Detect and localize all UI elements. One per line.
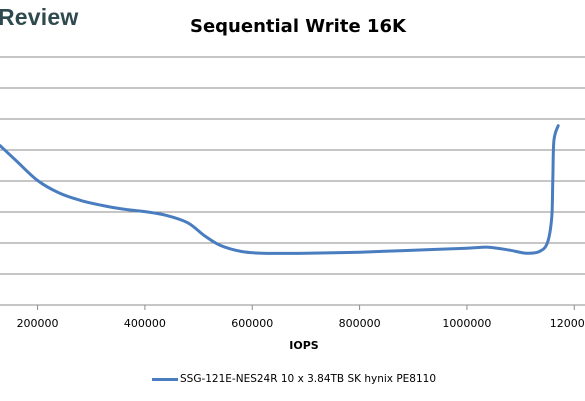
- gridlines: [0, 56, 585, 275]
- legend: SSG-121E-NES24R 10 x 3.84TB SK hynix PE8…: [152, 373, 436, 385]
- legend-series-label: SSG-121E-NES24R 10 x 3.84TB SK hynix PE8…: [180, 373, 437, 385]
- x-tick-label: 1200000: [550, 317, 585, 330]
- legend-swatch: [152, 377, 178, 381]
- x-tick-label: 1000000: [442, 317, 491, 330]
- x-tick-label: 400000: [124, 317, 166, 330]
- series-line: [0, 124, 560, 255]
- axes: [0, 304, 585, 310]
- x-tick-label: 800000: [339, 317, 381, 330]
- x-tick-label: 600000: [231, 317, 273, 330]
- series-group: [0, 124, 560, 255]
- x-tick-label: 200000: [17, 317, 59, 330]
- x-axis-label: IOPS: [289, 339, 319, 352]
- x-tick-labels: 200000 400000 600000 800000 1000000 1200000: [17, 317, 585, 330]
- chart-title: Sequential Write 16K: [190, 16, 406, 37]
- brand-logo: Review: [0, 4, 79, 30]
